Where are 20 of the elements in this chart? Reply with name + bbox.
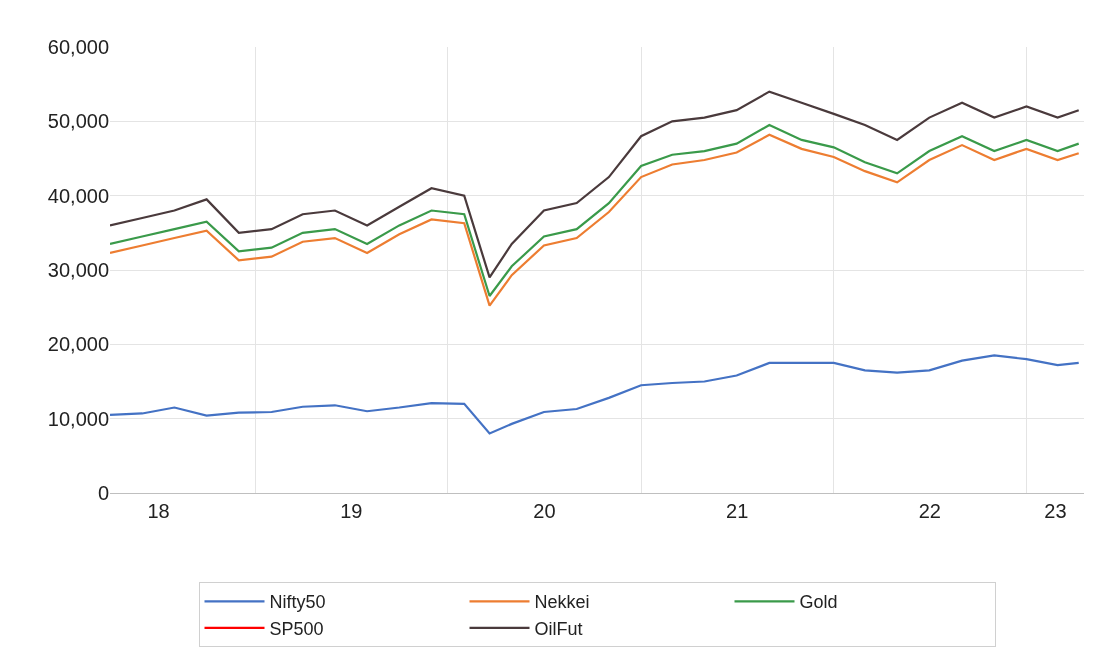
y-tick-label: 50,000 — [47, 110, 109, 133]
line-series — [110, 354, 1080, 435]
legend-label: Nekkei — [534, 592, 590, 613]
y-tick-label: 60,000 — [47, 36, 109, 58]
legend-label: Gold — [799, 592, 838, 613]
x-tick-label: 22 — [918, 500, 941, 522]
y-tick-label: 40,000 — [47, 184, 109, 207]
x-tick-label: 18 — [147, 500, 170, 522]
legend-label: SP500 — [269, 618, 324, 639]
legend-label: Nifty50 — [269, 592, 326, 613]
x-tick-label: 19 — [340, 500, 363, 522]
y-tick-label: 20,000 — [47, 333, 109, 356]
y-tick-label: 10,000 — [47, 407, 109, 430]
x-tick-label: 21 — [726, 500, 749, 522]
x-tick-label: 23 — [1044, 500, 1067, 522]
line-series — [110, 90, 1080, 279]
y-tick-label: 30,000 — [47, 259, 109, 281]
y-tick-label: 0 — [97, 482, 109, 504]
legend-label: OilFut — [534, 618, 583, 639]
x-tick-label: 20 — [533, 500, 556, 522]
